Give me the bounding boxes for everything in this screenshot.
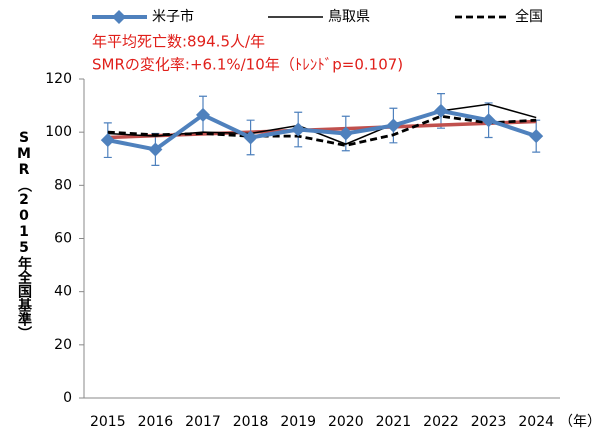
marker: [243, 130, 258, 145]
marker: [196, 107, 210, 122]
legend-label: 米子市: [152, 8, 194, 25]
legend-label: 鳥取県: [328, 9, 370, 25]
y-tick-label: 40: [54, 284, 72, 300]
x-tick-label: 2024: [518, 414, 554, 430]
marker: [338, 126, 353, 141]
marker: [100, 133, 115, 148]
x-tick-label: 2016: [138, 414, 174, 430]
marker: [148, 142, 163, 157]
marker: [481, 113, 496, 128]
marker: [291, 122, 306, 137]
x-tick-label: 2015: [90, 414, 126, 430]
series-line: [107, 108, 537, 152]
y-tick-label: 100: [45, 124, 72, 140]
annotation: SMRの変化率:+6.1%/10年（ﾄﾚﾝﾄﾞp=0.107): [92, 56, 403, 74]
y-tick-label: 80: [54, 177, 72, 193]
y-tick-label: 60: [54, 231, 72, 247]
annotation: 年平均死亡数:894.5人/年: [92, 33, 265, 51]
marker: [434, 103, 448, 118]
y-tick-label: 20: [54, 337, 72, 353]
y-axis-label: SMR（2015年全国基準）: [16, 130, 33, 340]
y-tick-label: 0: [63, 390, 72, 406]
x-tick-label: 2019: [280, 414, 316, 430]
x-tick-label: 2023: [471, 414, 507, 430]
y-tick-label: 120: [45, 71, 72, 87]
x-tick-label: 2021: [376, 414, 412, 430]
x-tick-label: 2020: [328, 414, 364, 430]
legend-marker: [112, 10, 126, 24]
marker: [529, 129, 544, 144]
x-tick-label: 2022: [423, 414, 459, 430]
x-tick-label: 2018: [233, 414, 269, 430]
marker: [386, 118, 401, 133]
legend-label: 全国: [515, 8, 543, 25]
x-axis-label: （年）: [559, 414, 601, 430]
x-tick-label: 2017: [185, 414, 221, 430]
